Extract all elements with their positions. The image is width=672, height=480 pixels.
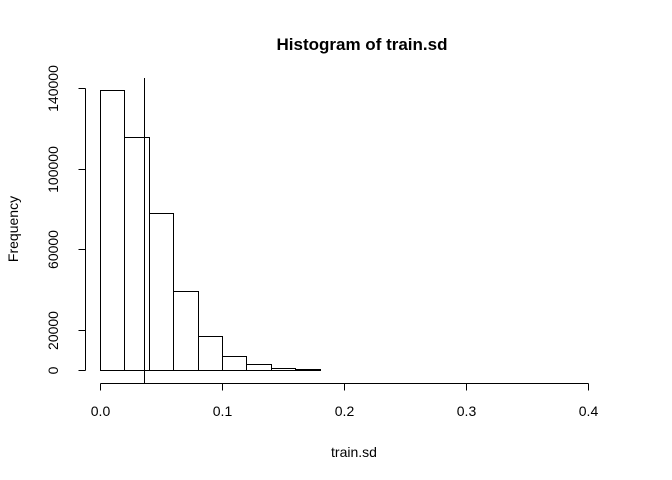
y-tick-label: 60000: [45, 230, 61, 269]
x-tick-label: 0.2: [335, 403, 355, 419]
histogram-bar: [124, 137, 150, 371]
x-axis-label: train.sd: [331, 444, 377, 460]
x-tick-label: 0.3: [457, 403, 477, 419]
x-tick-label: 0.0: [91, 403, 111, 419]
y-tick-label: 100000: [45, 146, 61, 193]
histogram-bar: [246, 364, 272, 371]
histogram-bar: [100, 90, 125, 371]
histogram-bar: [271, 368, 296, 371]
chart-title: Histogram of train.sd: [277, 35, 448, 54]
x-tick-label: 0.1: [213, 403, 233, 419]
x-axis: 0.0 0.1 0.2 0.3 0.4: [91, 383, 599, 419]
x-tick-label: 0.4: [579, 403, 599, 419]
histogram-bar: [295, 369, 321, 371]
histogram-bar: [198, 336, 223, 371]
y-axis-label: Frequency: [5, 196, 21, 262]
y-tick-label: 140000: [45, 65, 61, 112]
y-tick-label: 20000: [45, 311, 61, 350]
histogram-bar: [149, 213, 174, 371]
y-axis: 0 20000 60000 100000 140000: [45, 65, 86, 374]
histogram-bar: [222, 356, 247, 371]
bars-layer: [100, 90, 321, 371]
histogram-bar: [173, 291, 199, 371]
y-tick-label: 0: [45, 366, 61, 374]
